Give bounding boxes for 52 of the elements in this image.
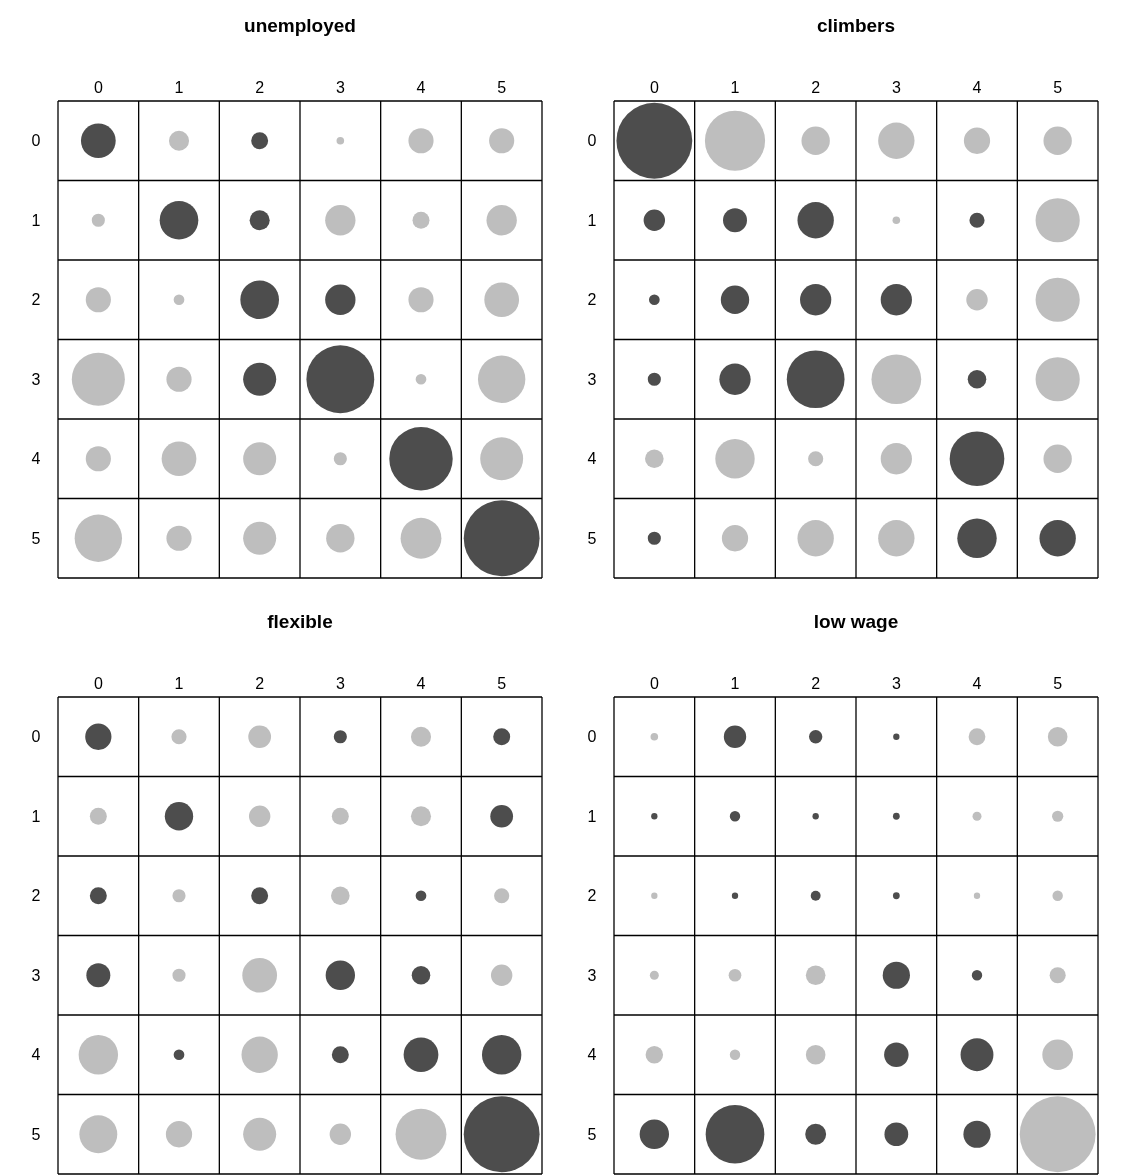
y-tick-label: 1 bbox=[31, 211, 41, 229]
x-tick-label: 5 bbox=[497, 675, 507, 692]
y-tick-label: 5 bbox=[31, 529, 41, 547]
x-tick-label: 4 bbox=[972, 79, 982, 96]
y-tick-label: 5 bbox=[587, 529, 597, 547]
x-tick-label: 3 bbox=[891, 79, 901, 96]
y-tick-label: 2 bbox=[587, 291, 597, 309]
x-tick-label: 2 bbox=[811, 79, 821, 96]
y-tick-label: 3 bbox=[587, 370, 597, 388]
y-tick-label: 2 bbox=[31, 291, 41, 309]
x-tick-label: 2 bbox=[811, 675, 821, 692]
x-tick-label: 3 bbox=[335, 675, 345, 692]
y-tick-label: 0 bbox=[31, 132, 41, 150]
y-tick-label: 3 bbox=[31, 966, 41, 984]
y-tick-label: 5 bbox=[31, 1125, 41, 1143]
x-tick-label: 1 bbox=[730, 675, 740, 692]
x-tick-label: 5 bbox=[1053, 675, 1063, 692]
chart-title: climbers bbox=[815, 14, 897, 38]
y-tick-label: 0 bbox=[587, 728, 597, 746]
x-tick-label: 5 bbox=[1053, 79, 1063, 96]
y-tick-label: 1 bbox=[31, 807, 41, 825]
x-tick-label: 5 bbox=[497, 79, 507, 96]
y-tick-label: 0 bbox=[31, 728, 41, 746]
y-tick-label: 4 bbox=[31, 1046, 41, 1064]
y-tick-label: 2 bbox=[587, 887, 597, 905]
x-tick-label: 0 bbox=[93, 79, 103, 96]
x-tick-label: 3 bbox=[335, 79, 345, 96]
x-tick-label: 0 bbox=[649, 79, 659, 96]
x-tick-label: 4 bbox=[972, 675, 982, 692]
x-tick-label: 2 bbox=[255, 79, 265, 96]
y-tick-label: 5 bbox=[587, 1125, 597, 1143]
x-tick-label: 1 bbox=[174, 675, 184, 692]
y-tick-label: 4 bbox=[31, 450, 41, 468]
x-tick-label: 2 bbox=[255, 675, 265, 692]
x-tick-label: 4 bbox=[416, 79, 426, 96]
y-tick-label: 1 bbox=[587, 807, 597, 825]
x-tick-label: 0 bbox=[649, 675, 659, 692]
x-tick-label: 1 bbox=[174, 79, 184, 96]
x-tick-label: 3 bbox=[891, 675, 901, 692]
y-tick-label: 1 bbox=[587, 211, 597, 229]
y-tick-label: 4 bbox=[587, 450, 597, 468]
chart-title: low wage bbox=[812, 610, 900, 634]
y-tick-label: 0 bbox=[587, 132, 597, 150]
chart-title: flexible bbox=[266, 610, 334, 634]
chart-title: unemployed bbox=[243, 14, 357, 38]
x-tick-label: 1 bbox=[730, 79, 740, 96]
y-tick-label: 4 bbox=[587, 1046, 597, 1064]
y-tick-label: 3 bbox=[31, 370, 41, 388]
y-tick-label: 2 bbox=[31, 887, 41, 905]
y-tick-label: 3 bbox=[587, 966, 597, 984]
x-tick-label: 4 bbox=[416, 675, 426, 692]
x-tick-label: 0 bbox=[93, 675, 103, 692]
